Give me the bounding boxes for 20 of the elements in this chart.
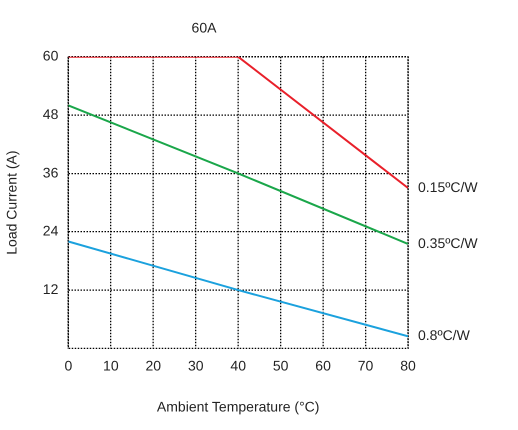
y-tick-label: 12 <box>42 280 59 297</box>
x-tick-label: 80 <box>400 358 416 374</box>
x-tick-label: 50 <box>272 358 289 374</box>
chart-title: 60A <box>192 19 218 36</box>
x-tick-label: 0 <box>64 358 72 374</box>
series-label: 0.15ºC/W <box>418 178 478 195</box>
x-axis-title: Ambient Temperature (°C) <box>156 398 320 414</box>
x-tick-label: 60 <box>315 358 332 374</box>
x-tick-label: 70 <box>358 358 374 374</box>
y-tick-label: 48 <box>42 106 59 122</box>
y-tick-label: 60 <box>42 48 59 64</box>
y-tick-label: 36 <box>42 164 59 180</box>
x-tick-label: 10 <box>103 358 119 374</box>
y-tick-label: 24 <box>42 222 59 239</box>
y-axis-title: Load Current (A) <box>3 150 20 255</box>
series-label: 0.8ºC/W <box>418 327 471 344</box>
series-label: 0.35ºC/W <box>418 234 478 251</box>
x-tick-label: 40 <box>230 358 246 374</box>
x-tick-label: 20 <box>145 358 162 374</box>
x-tick-label: 30 <box>188 358 204 374</box>
